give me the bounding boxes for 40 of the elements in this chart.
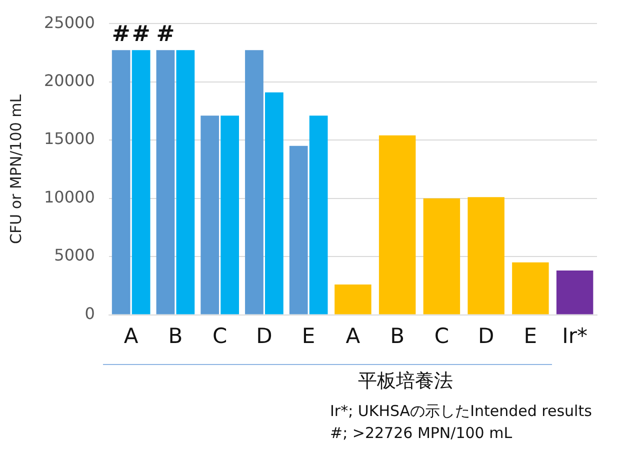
x-tick-label: A [346,324,361,348]
annotation: # [132,22,150,47]
bar [265,92,284,314]
bar [112,50,130,314]
annotation: # [156,22,175,47]
text: 平板培養法 [358,369,454,394]
y-tick-label: 25000 [44,12,95,32]
y-tick-label: 5000 [54,246,95,265]
bar [378,135,416,314]
y-tick-label: 0 [84,304,95,323]
bar [334,284,372,314]
x-tick-label: C [212,324,228,348]
bar [176,50,195,314]
bar [512,262,549,314]
y-tick-label: 15000 [44,129,95,148]
bar [309,116,328,314]
bar [220,116,239,314]
y-axis-title: CFU or MPN/100 mL [6,94,25,244]
x-tick-label: D [256,324,272,348]
y-tick-label: 20000 [44,70,95,90]
text: #; >22726 MPN/100 mL [330,423,514,444]
bar [200,116,220,314]
x-tick-label: C [434,324,450,348]
x-tick-label: A [124,324,139,348]
x-tick-label: E [302,324,316,348]
bar [132,50,150,314]
bar [556,270,594,314]
bar [156,50,175,314]
x-tick-label: E [524,324,538,348]
x-tick-label: Ir* [562,324,588,348]
annotation: # [112,22,130,47]
bar [468,197,504,314]
bar [245,50,264,314]
x-tick-label: B [390,324,405,348]
text: Ir*; UKHSAの示したIntended results [330,401,592,422]
bar [289,146,308,314]
x-tick-label: D [478,324,494,348]
bar [423,198,460,314]
y-tick-label: 10000 [44,187,95,206]
x-tick-label: B [168,324,183,348]
